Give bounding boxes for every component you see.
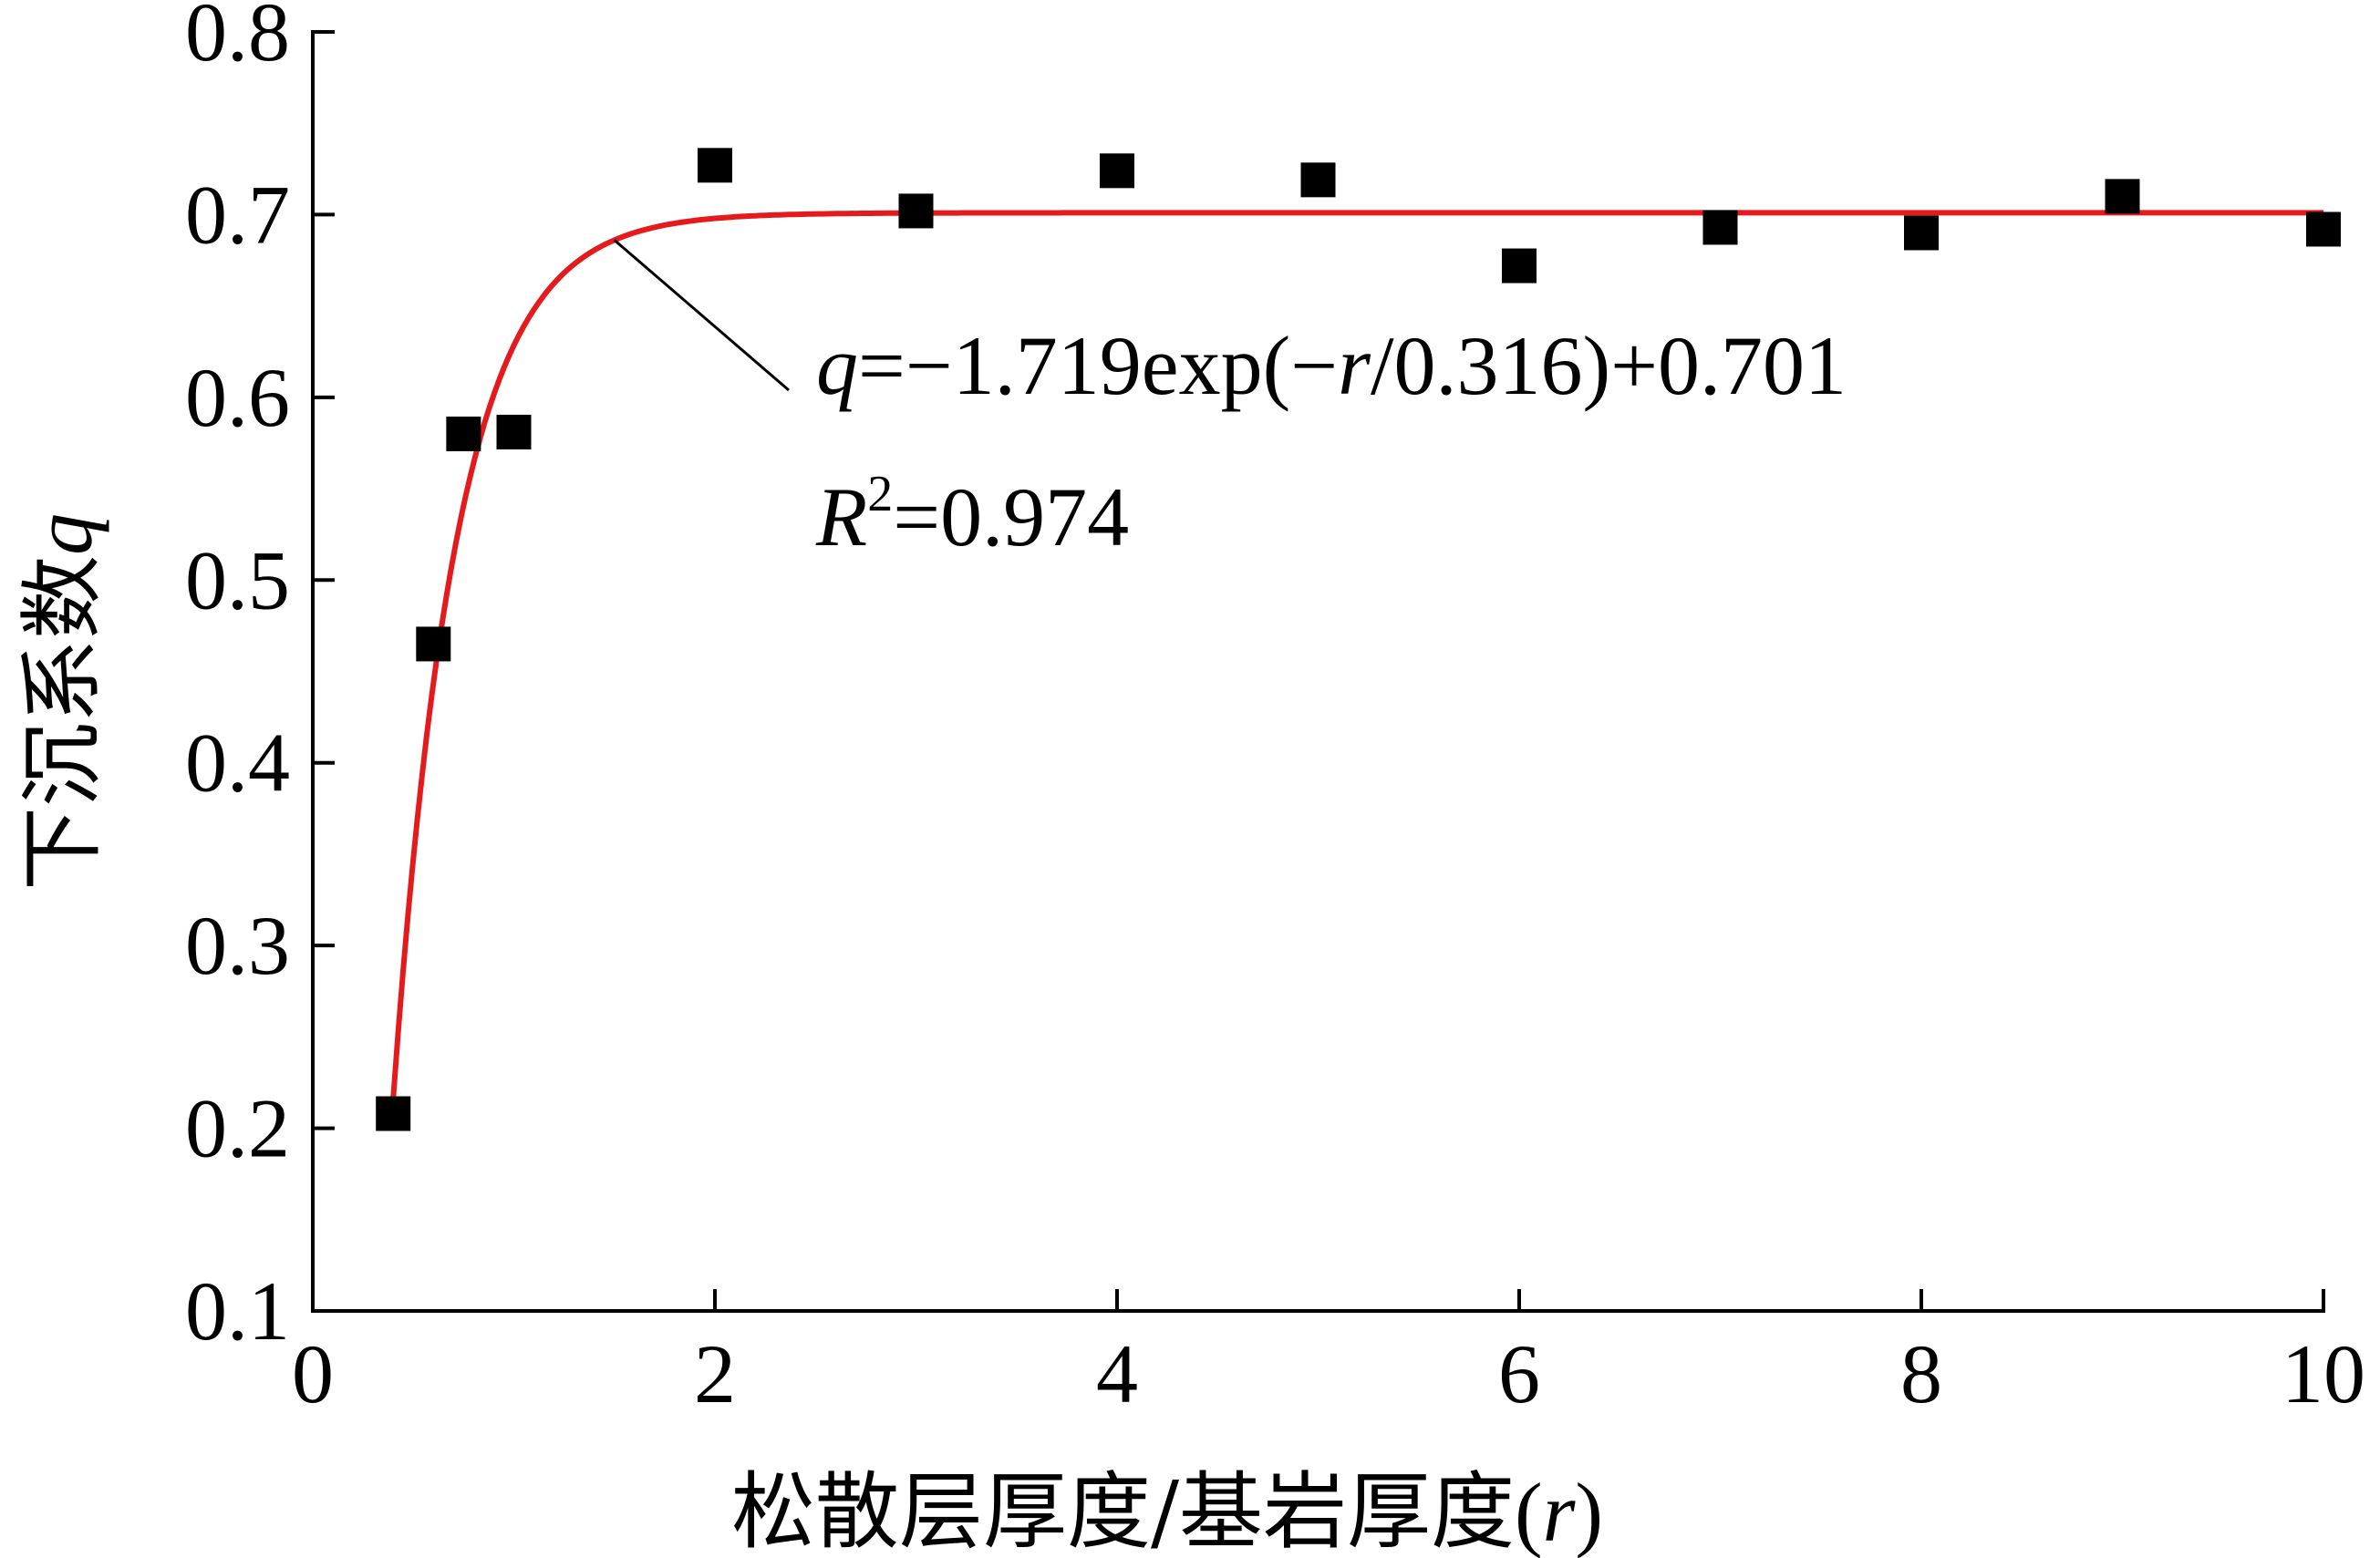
data-point xyxy=(1100,153,1134,189)
x-axis-title-open: ( xyxy=(1515,1466,1543,1558)
data-point xyxy=(1502,248,1537,284)
r2-value: =0.974 xyxy=(893,470,1129,563)
formula-part-2: /0.316)+0.701 xyxy=(1371,319,1847,412)
y-tick-label: 0.5 xyxy=(185,533,290,626)
y-tick-label: 0.1 xyxy=(185,1264,290,1357)
formula-var-q: q xyxy=(816,319,858,412)
y-axis-ticks: 0.1 0.2 0.3 0.4 0.5 0.6 0.7 0.8 xyxy=(185,0,335,1357)
x-tick-label: 2 xyxy=(694,1327,736,1420)
y-axis-title: 下沉系数q xyxy=(14,513,111,891)
data-point xyxy=(2105,179,2140,214)
data-point xyxy=(698,148,732,183)
y-tick-label: 0.6 xyxy=(185,351,290,444)
data-point xyxy=(496,414,532,449)
data-points xyxy=(376,148,2341,1131)
y-axis-title-var: q xyxy=(16,513,109,555)
r2-superscript: 2 xyxy=(867,466,893,522)
formula-part-1: =−1.719exp(− xyxy=(858,319,1338,412)
annotation-leader-line xyxy=(613,239,790,392)
x-axis-ticks: 0 2 4 6 8 10 xyxy=(292,1289,2365,1420)
plot-area: 0.1 0.2 0.3 0.4 0.5 0.6 0.7 0.8 0 2 4 6 8 10 xyxy=(185,0,2365,1420)
x-tick-label: 8 xyxy=(1900,1327,1942,1420)
data-point xyxy=(446,416,481,451)
r2-var: R xyxy=(815,470,867,563)
data-point xyxy=(376,1096,411,1131)
x-axis-title-close: ) xyxy=(1575,1466,1603,1558)
data-point xyxy=(1904,215,1939,251)
y-tick-label: 0.4 xyxy=(185,717,290,810)
x-tick-label: 6 xyxy=(1498,1327,1540,1420)
x-tick-label: 0 xyxy=(292,1327,334,1420)
data-point xyxy=(898,193,934,229)
x-axis-title-main: 松散层厚度/基岩厚度 xyxy=(731,1463,1515,1558)
x-axis-title-var: r xyxy=(1543,1466,1577,1558)
r-squared-label: R2=0.974 xyxy=(815,466,1129,563)
data-point xyxy=(2306,212,2341,247)
fit-formula: q=−1.719exp(−r/0.316)+0.701 xyxy=(816,319,1847,412)
data-point xyxy=(416,626,451,662)
x-tick-label: 4 xyxy=(1096,1327,1138,1420)
y-tick-label: 0.3 xyxy=(185,899,290,992)
x-tick-label: 10 xyxy=(2282,1327,2365,1420)
y-axis-title-main: 下沉系数 xyxy=(14,555,111,891)
fit-curve xyxy=(390,210,2323,1099)
data-point xyxy=(1300,162,1336,198)
formula-var-r: r xyxy=(1338,319,1371,412)
x-axis-title: 松散层厚度/基岩厚度(r) xyxy=(731,1463,1603,1558)
y-tick-label: 0.2 xyxy=(185,1082,290,1175)
data-point xyxy=(1702,210,1738,245)
y-tick-label: 0.7 xyxy=(185,168,290,261)
y-tick-label: 0.8 xyxy=(185,0,290,78)
